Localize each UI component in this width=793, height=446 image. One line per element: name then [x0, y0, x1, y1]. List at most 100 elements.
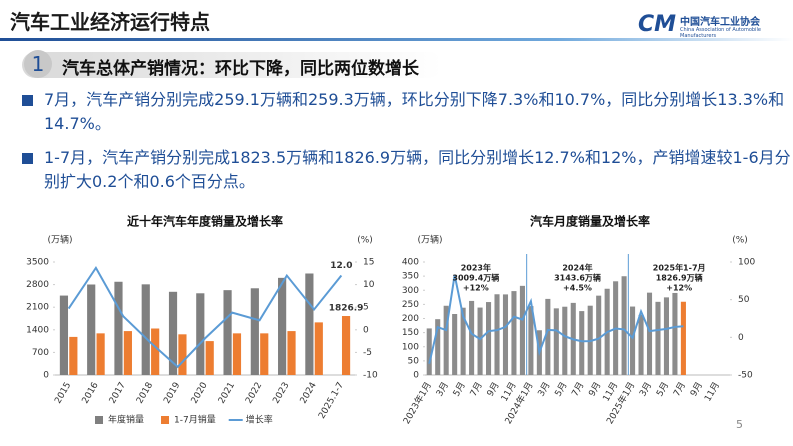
bar	[638, 314, 644, 375]
x-tick-label: 2020	[190, 381, 210, 406]
y-tick-label: 50	[408, 356, 420, 366]
y-tick-label: 400	[402, 258, 419, 268]
section-band	[22, 52, 442, 78]
x-tick-label: 2016	[81, 381, 101, 406]
legend-label: 年度销量	[108, 414, 144, 426]
y2-tick-label: 100	[738, 258, 755, 268]
data-label: 12.0	[330, 261, 352, 271]
annotation: 1826.9万辆	[656, 273, 703, 283]
bar	[123, 331, 132, 375]
bar	[596, 295, 602, 375]
y-tick-label: 300	[402, 286, 419, 296]
y-tick-label: 250	[402, 300, 419, 310]
bar	[646, 292, 653, 375]
y-tick-label: 150	[402, 328, 419, 338]
bar	[655, 301, 661, 375]
bar	[305, 273, 314, 375]
y-tick-label: 2800	[26, 280, 49, 290]
page-title: 汽车工业经济运行特点	[10, 10, 210, 34]
y-tick-label: 3500	[26, 258, 49, 268]
x-tick-label: 3月	[536, 380, 553, 398]
y2-tick-label: 0	[363, 325, 369, 335]
y2-tick-label: 10	[363, 280, 375, 290]
y2-tick-label: -50	[738, 371, 753, 381]
x-tick-label: 2015	[53, 381, 73, 406]
annotation: +12%	[666, 284, 692, 293]
bar	[141, 284, 150, 375]
y-tick-label: 200	[402, 314, 419, 324]
x-tick-label: 11月	[702, 380, 722, 403]
header-rule	[0, 38, 793, 41]
x-tick-label: 3月	[434, 380, 451, 398]
bar	[672, 292, 678, 375]
bar	[114, 281, 123, 375]
bar	[314, 322, 323, 375]
x-tick-label: 5月	[451, 380, 468, 398]
bar	[250, 288, 259, 375]
data-label: 1826.9	[329, 304, 364, 314]
bar	[232, 333, 242, 375]
legend-swatch	[95, 416, 103, 424]
logo: CM	[638, 12, 677, 37]
bar	[469, 300, 475, 375]
bar	[494, 294, 500, 375]
bar	[477, 307, 483, 375]
bar	[545, 298, 551, 375]
bar	[630, 306, 636, 375]
page-number: 5	[736, 418, 743, 431]
bar	[553, 308, 559, 375]
x-tick-label: 5月	[654, 380, 671, 398]
bar	[511, 291, 517, 375]
bar	[663, 297, 669, 375]
bar	[196, 293, 205, 375]
y2-tick-label: -10	[363, 371, 378, 381]
bar	[260, 333, 269, 375]
bar	[151, 328, 160, 375]
y-axis-label: (万辆)	[47, 234, 72, 246]
x-tick-label: 2021	[217, 381, 237, 406]
y-tick-label: 100	[402, 342, 419, 352]
org-en: China Association of Automobile Manufact…	[680, 27, 761, 39]
y-tick-label: 2100	[26, 303, 49, 313]
bar	[69, 336, 78, 375]
y2-tick-label: 50	[738, 295, 750, 305]
x-tick-label: 2023年1月	[400, 380, 434, 426]
bullet: 7月，汽车产销分别完成259.1万辆和259.3万辆，环比分别下降7.3%和10…	[22, 88, 792, 136]
bar	[528, 306, 534, 375]
annotation: +4.5%	[563, 284, 592, 293]
bar	[223, 290, 232, 375]
bar	[486, 302, 492, 375]
annotation: 2025年1-7月	[653, 263, 706, 273]
bar	[178, 334, 187, 375]
y2-tick-label: -5	[363, 348, 372, 358]
bar	[519, 285, 525, 375]
y2-axis-label: (%)	[732, 236, 748, 246]
x-tick-label: 7月	[468, 380, 485, 398]
y-axis-label: (万辆)	[417, 234, 442, 246]
x-tick-label: 5月	[553, 380, 570, 398]
section-title: 汽车总体产销情况：环比下降，同比两位数增长	[62, 59, 419, 79]
y-tick-label: 350	[402, 272, 419, 282]
line	[428, 274, 684, 364]
bar	[452, 314, 458, 375]
x-tick-label: 2022	[244, 381, 264, 406]
bullet: 1-7月，汽车产销分别完成1823.5万辆和1826.9万辆，同比分别增长12.…	[22, 146, 792, 194]
bar	[59, 295, 69, 375]
y-tick-label: 700	[32, 348, 49, 358]
x-tick-label: 3月	[637, 380, 654, 398]
bar	[287, 331, 296, 375]
x-tick-label: 9月	[587, 380, 604, 398]
bar	[205, 341, 214, 375]
bar	[579, 311, 585, 375]
y2-tick-label: 5	[363, 303, 369, 313]
legend-swatch	[161, 416, 170, 424]
chart-title: 汽车月度销量及增长率	[530, 214, 650, 229]
y-tick-label: 1400	[26, 325, 49, 335]
bar	[443, 305, 449, 375]
x-tick-label: 9月	[688, 380, 705, 398]
annotation: 2024年	[562, 263, 592, 273]
org-cn: 中国汽车工业协会	[680, 17, 760, 28]
x-tick-label: 7月	[671, 380, 688, 398]
